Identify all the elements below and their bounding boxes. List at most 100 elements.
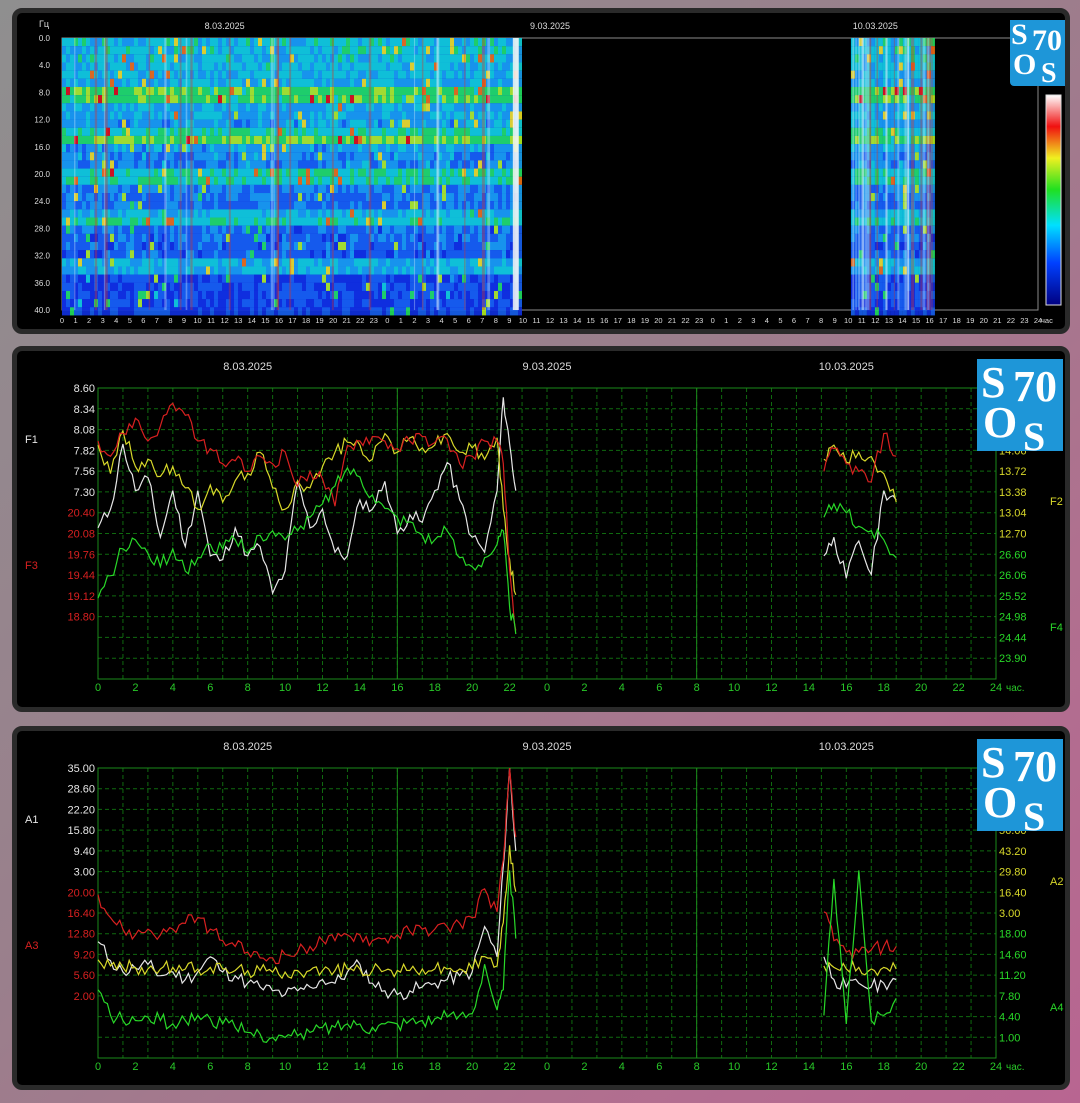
spectrogram-cell: [314, 209, 318, 218]
spectrogram-cell: [118, 95, 122, 104]
spectrogram-cell: [218, 46, 222, 55]
spectrogram-cell: [914, 62, 919, 71]
spectrogram-cell: [470, 250, 474, 259]
spectrogram-cell: [442, 209, 446, 218]
spectrogram-cell: [338, 160, 342, 169]
x-tick-label: 10: [193, 316, 201, 325]
spectrogram-cell: [190, 217, 194, 226]
spectrogram-cell: [162, 233, 166, 242]
x-tick-label: 0: [544, 682, 550, 694]
spectrogram-cell: [154, 258, 158, 267]
spectrogram-cell: [286, 201, 290, 210]
spectrogram-cell: [498, 78, 502, 87]
spectrogram-cell: [506, 233, 510, 242]
spectrogram-cell: [426, 160, 430, 169]
spectrogram-cell: [430, 193, 434, 202]
spectrogram-cell: [122, 70, 126, 79]
spectrogram-streak: [869, 38, 872, 310]
spectrogram-cell: [258, 299, 262, 308]
spectrogram-cell: [930, 144, 935, 153]
spectrogram-cell: [862, 135, 867, 145]
spectrogram-cell: [510, 217, 514, 226]
spectrogram-cell: [286, 193, 290, 202]
spectrogram-cell: [378, 168, 382, 177]
spectrogram-cell: [194, 307, 198, 316]
spectrogram-cell: [102, 103, 106, 112]
spectrogram-cell: [918, 86, 923, 96]
spectrogram-cell: [198, 168, 202, 177]
spectrogram-cell: [470, 46, 474, 55]
spectrogram-cell: [410, 176, 414, 185]
spectrogram-cell: [414, 233, 418, 242]
spectrogram-cell: [346, 70, 350, 79]
spectrogram-cell: [278, 95, 282, 104]
date-label: 9.03.2025: [523, 741, 572, 753]
spectrogram-cell: [186, 258, 190, 267]
spectrogram-cell: [142, 274, 146, 283]
spectrogram-cell: [94, 258, 98, 267]
spectrogram-cell: [318, 274, 322, 283]
spectrogram-cell: [194, 54, 198, 63]
spectrogram-cell: [102, 135, 106, 145]
spectrogram-cell: [442, 250, 446, 259]
spectrogram-cell: [162, 38, 166, 47]
spectrogram-cell: [358, 290, 362, 300]
spectrogram-cell: [386, 54, 390, 63]
spectrogram-cell: [490, 184, 494, 194]
spectrogram-cell: [474, 250, 478, 259]
spectrogram-cell: [218, 144, 222, 153]
spectrogram-cell: [430, 274, 434, 283]
spectrogram-cell: [306, 217, 310, 226]
spectrogram-cell: [358, 217, 362, 226]
spectrogram-cell: [878, 46, 883, 55]
spectrogram-cell: [214, 201, 218, 210]
spectrogram-cell: [870, 152, 875, 161]
spectrogram-cell: [166, 119, 170, 128]
spectrogram-cell: [478, 242, 482, 251]
right-tick-label: 13.04: [999, 508, 1027, 520]
spectrogram-cell: [270, 266, 274, 275]
spectrogram-cell: [218, 111, 222, 120]
spectrogram-cell: [82, 119, 86, 128]
spectrogram-cell: [342, 274, 346, 283]
frequency-chart: 8.03.2025 9.03.2025 10.03.20258.608.348.08…: [25, 361, 1063, 694]
spectrogram-cell: [910, 144, 915, 153]
spectrogram-cell: [178, 274, 182, 283]
plot-frame: [97, 767, 997, 1059]
spectrogram-cell: [206, 307, 210, 316]
spectrogram-cell: [442, 307, 446, 316]
spectrogram-cell: [442, 127, 446, 136]
spectrogram-cell: [334, 225, 338, 234]
spectrogram-cell: [462, 127, 466, 136]
spectrogram-cell: [410, 62, 414, 71]
x-tick-label: 12: [765, 682, 777, 694]
spectrogram-cell: [874, 217, 879, 226]
spectrogram-cell: [154, 290, 158, 300]
spectrogram-cell: [78, 111, 82, 120]
spectrogram-cell: [174, 168, 178, 177]
spectrogram-cell: [866, 46, 871, 55]
spectrogram-cell: [230, 103, 234, 112]
spectrogram-cell: [490, 250, 494, 259]
spectrogram-cell: [78, 62, 82, 71]
spectrogram-cell: [182, 78, 186, 87]
x-tick-label: 4: [170, 1061, 176, 1073]
spectrogram-cell: [358, 62, 362, 71]
spectrogram-cell: [270, 152, 274, 161]
spectrogram-cell: [274, 70, 278, 79]
spectrogram-cell: [134, 78, 138, 87]
spectrogram-cell: [362, 70, 366, 79]
spectrogram-cell: [310, 184, 314, 194]
spectrogram-cell: [870, 299, 875, 308]
spectrogram-cell: [322, 307, 326, 316]
spectrogram-cell: [78, 168, 82, 177]
spectrogram-cell: [138, 242, 142, 251]
spectrogram-cell: [462, 250, 466, 259]
spectrogram-cell: [162, 299, 166, 308]
spectrogram-cell: [346, 62, 350, 71]
spectrogram-cell: [214, 86, 218, 96]
spectrogram-cell: [390, 152, 394, 161]
spectrogram-cell: [422, 225, 426, 234]
spectrogram-cell: [174, 193, 178, 202]
spectrogram-cell: [142, 299, 146, 308]
